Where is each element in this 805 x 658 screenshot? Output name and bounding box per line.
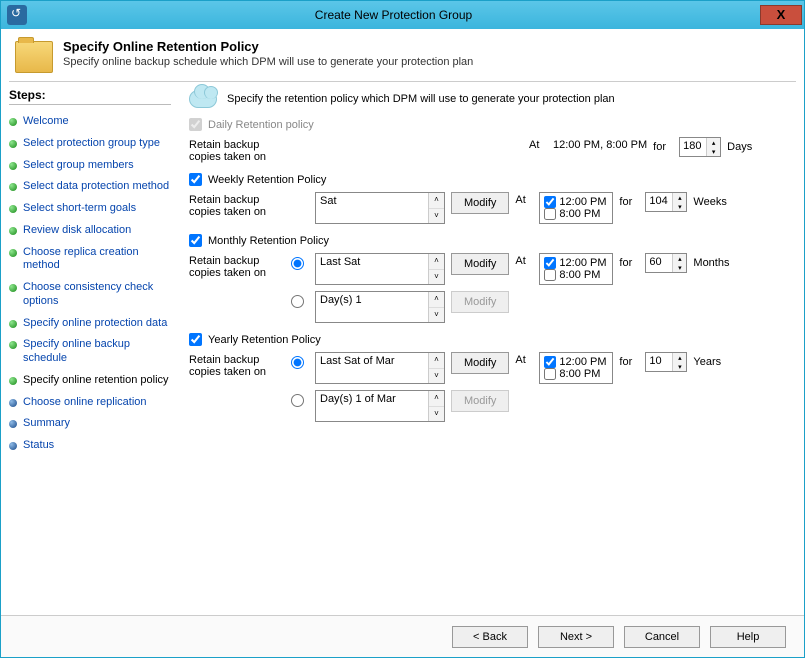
monthly-opt1-list[interactable]: Last Sat ˄˅ — [315, 253, 445, 285]
step-label: Specify online backup schedule — [23, 338, 171, 366]
weekly-policy-check[interactable]: Weekly Retention Policy — [189, 173, 790, 186]
step-label: Welcome — [23, 115, 69, 129]
steps-sidebar: Steps: Welcome Select protection group ty… — [1, 82, 179, 636]
monthly-time-box[interactable]: 12:00 PM 8:00 PM — [539, 253, 613, 285]
step-bullet-icon — [9, 205, 17, 213]
step-item[interactable]: Select short-term goals — [9, 198, 171, 220]
app-icon — [7, 5, 27, 25]
step-label: Specify online protection data — [23, 317, 167, 331]
step-bullet-icon — [9, 249, 17, 257]
window-title: Create New Protection Group — [27, 8, 760, 22]
step-item[interactable]: Specify online retention policy — [9, 370, 171, 392]
step-label: Select short-term goals — [23, 202, 136, 216]
step-bullet-icon — [9, 399, 17, 407]
step-bullet-icon — [9, 118, 17, 126]
step-label: Select group members — [23, 159, 134, 173]
weekly-time-box[interactable]: 12:00 PM 8:00 PM — [539, 192, 613, 224]
cancel-button[interactable]: Cancel — [624, 626, 700, 648]
step-item[interactable]: Select group members — [9, 155, 171, 177]
yearly-radio-1[interactable] — [291, 356, 304, 369]
yearly-opt1-list[interactable]: Last Sat of Mar ˄˅ — [315, 352, 445, 384]
yearly-checkbox[interactable] — [189, 333, 202, 346]
step-label: Status — [23, 439, 54, 453]
retain-label: Retain backup copies taken on — [189, 137, 285, 163]
step-bullet-icon — [9, 162, 17, 170]
step-label: Select data protection method — [23, 180, 169, 194]
daily-checkbox — [189, 118, 202, 131]
monthly-opt2-list[interactable]: Day(s) 1 ˄˅ — [315, 291, 445, 323]
monthly-radio-1[interactable] — [291, 257, 304, 270]
step-item[interactable]: Specify online backup schedule — [9, 334, 171, 370]
step-item[interactable]: Welcome — [9, 111, 171, 133]
monthly-modify-1[interactable]: Modify — [451, 253, 509, 275]
spin-down[interactable]: ▾ — [707, 147, 720, 156]
step-label: Review disk allocation — [23, 224, 131, 238]
weekly-modify-button[interactable]: Modify — [451, 192, 509, 214]
footer: < Back Next > Cancel Help — [1, 615, 804, 657]
step-label: Choose replica creation method — [23, 246, 171, 274]
step-bullet-icon — [9, 341, 17, 349]
help-button[interactable]: Help — [710, 626, 786, 648]
header: Specify Online Retention Policy Specify … — [1, 29, 804, 81]
spin-up[interactable]: ▴ — [707, 138, 720, 147]
step-label: Summary — [23, 417, 70, 431]
step-label: Choose online replication — [23, 396, 147, 410]
yearly-radio-2[interactable] — [291, 394, 304, 407]
step-item[interactable]: Summary — [9, 413, 171, 435]
steps-title: Steps: — [9, 88, 171, 102]
page-subtitle: Specify online backup schedule which DPM… — [63, 56, 473, 68]
weekly-value-input[interactable]: 104 ▴▾ — [645, 192, 687, 212]
wizard-window: Create New Protection Group X Specify On… — [0, 0, 805, 658]
step-item[interactable]: Status — [9, 435, 171, 457]
yearly-opt2-list[interactable]: Day(s) 1 of Mar ˄˅ — [315, 390, 445, 422]
monthly-modify-2: Modify — [451, 291, 509, 313]
folder-icon — [15, 41, 53, 73]
spin-down[interactable]: ˅ — [429, 209, 444, 224]
daily-times: 12:00 PM, 8:00 PM — [553, 137, 647, 151]
step-bullet-icon — [9, 420, 17, 428]
monthly-radio-2[interactable] — [291, 295, 304, 308]
step-bullet-icon — [9, 183, 17, 191]
yearly-policy-check[interactable]: Yearly Retention Policy — [189, 333, 790, 346]
step-label: Choose consistency check options — [23, 281, 171, 309]
step-bullet-icon — [9, 442, 17, 450]
spin-up[interactable]: ˄ — [429, 193, 444, 209]
step-item[interactable]: Choose consistency check options — [9, 277, 171, 313]
step-label: Specify online retention policy — [23, 374, 169, 388]
step-bullet-icon — [9, 320, 17, 328]
step-item[interactable]: Select protection group type — [9, 133, 171, 155]
step-item[interactable]: Select data protection method — [9, 176, 171, 198]
step-label: Select protection group type — [23, 137, 160, 151]
step-item[interactable]: Specify online protection data — [9, 313, 171, 335]
intro-text: Specify the retention policy which DPM w… — [227, 93, 615, 105]
page-title: Specify Online Retention Policy — [63, 39, 473, 54]
weekly-day-list[interactable]: Sat ˄˅ — [315, 192, 445, 224]
step-bullet-icon — [9, 377, 17, 385]
step-item[interactable]: Choose replica creation method — [9, 242, 171, 278]
step-bullet-icon — [9, 284, 17, 292]
weekly-checkbox[interactable] — [189, 173, 202, 186]
cloud-icon — [189, 90, 217, 108]
monthly-value-input[interactable]: 60 ▴▾ — [645, 253, 687, 273]
daily-value-input[interactable]: 180 ▴▾ — [679, 137, 721, 157]
main-panel: Specify the retention policy which DPM w… — [179, 82, 804, 636]
step-item[interactable]: Choose online replication — [9, 392, 171, 414]
monthly-policy-check[interactable]: Monthly Retention Policy — [189, 234, 790, 247]
yearly-time-box[interactable]: 12:00 PM 8:00 PM — [539, 352, 613, 384]
close-button[interactable]: X — [760, 5, 802, 25]
yearly-modify-1[interactable]: Modify — [451, 352, 509, 374]
yearly-value-input[interactable]: 10 ▴▾ — [645, 352, 687, 372]
back-button[interactable]: < Back — [452, 626, 528, 648]
yearly-modify-2: Modify — [451, 390, 509, 412]
step-item[interactable]: Review disk allocation — [9, 220, 171, 242]
next-button[interactable]: Next > — [538, 626, 614, 648]
step-bullet-icon — [9, 227, 17, 235]
titlebar: Create New Protection Group X — [1, 1, 804, 29]
monthly-checkbox[interactable] — [189, 234, 202, 247]
daily-policy-check: Daily Retention policy — [189, 118, 790, 131]
step-bullet-icon — [9, 140, 17, 148]
